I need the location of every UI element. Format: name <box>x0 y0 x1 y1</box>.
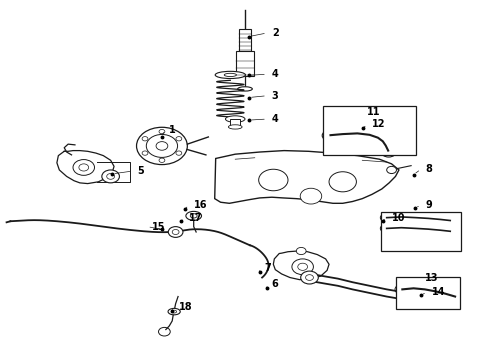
Ellipse shape <box>142 151 148 155</box>
Text: 13: 13 <box>425 273 439 283</box>
Text: 3: 3 <box>272 91 279 101</box>
Ellipse shape <box>387 166 396 174</box>
Text: 10: 10 <box>392 213 405 222</box>
Ellipse shape <box>107 174 115 179</box>
Ellipse shape <box>172 229 179 234</box>
Text: 5: 5 <box>138 166 144 176</box>
Ellipse shape <box>292 259 314 275</box>
Ellipse shape <box>296 247 306 255</box>
Ellipse shape <box>137 127 187 165</box>
Ellipse shape <box>380 214 391 222</box>
Text: 16: 16 <box>194 200 207 210</box>
Text: 4: 4 <box>272 114 279 124</box>
Bar <box>396 277 460 309</box>
Ellipse shape <box>142 136 148 141</box>
Ellipse shape <box>190 214 197 218</box>
Ellipse shape <box>448 229 453 233</box>
Bar <box>230 119 240 127</box>
Ellipse shape <box>301 271 318 284</box>
Ellipse shape <box>159 158 165 162</box>
Text: 6: 6 <box>272 279 279 289</box>
Ellipse shape <box>398 287 404 292</box>
Ellipse shape <box>228 125 242 129</box>
Ellipse shape <box>79 164 89 171</box>
Polygon shape <box>215 150 399 203</box>
Ellipse shape <box>306 275 314 280</box>
Ellipse shape <box>176 136 182 141</box>
Ellipse shape <box>168 309 180 315</box>
Ellipse shape <box>385 149 392 154</box>
Ellipse shape <box>225 116 245 122</box>
Text: 11: 11 <box>367 107 381 117</box>
Ellipse shape <box>444 227 456 235</box>
Ellipse shape <box>329 172 356 192</box>
Text: 4: 4 <box>272 69 279 79</box>
Ellipse shape <box>259 169 288 191</box>
Ellipse shape <box>383 226 388 230</box>
Text: 15: 15 <box>152 222 166 231</box>
Ellipse shape <box>172 310 176 313</box>
Bar <box>323 107 416 155</box>
Text: 2: 2 <box>272 28 279 38</box>
Ellipse shape <box>176 151 182 155</box>
Text: 17: 17 <box>189 213 202 222</box>
Text: 12: 12 <box>372 120 386 129</box>
Ellipse shape <box>147 134 177 157</box>
Ellipse shape <box>102 170 120 183</box>
Bar <box>239 30 251 51</box>
Ellipse shape <box>448 219 453 222</box>
Ellipse shape <box>425 295 432 300</box>
Ellipse shape <box>298 263 308 270</box>
Ellipse shape <box>395 285 408 294</box>
Ellipse shape <box>168 226 183 237</box>
Bar <box>381 212 462 251</box>
Ellipse shape <box>420 292 436 303</box>
Ellipse shape <box>186 211 201 220</box>
Ellipse shape <box>238 87 252 91</box>
Text: 8: 8 <box>426 164 433 174</box>
Polygon shape <box>273 251 329 280</box>
Ellipse shape <box>159 327 170 336</box>
Text: 7: 7 <box>265 263 271 273</box>
Text: 9: 9 <box>426 200 433 210</box>
Ellipse shape <box>322 131 336 140</box>
Text: 1: 1 <box>169 125 176 135</box>
Ellipse shape <box>156 141 168 150</box>
Ellipse shape <box>352 131 362 138</box>
Ellipse shape <box>326 133 332 138</box>
Ellipse shape <box>444 216 456 225</box>
Text: 14: 14 <box>432 287 445 297</box>
Ellipse shape <box>73 159 95 175</box>
Bar <box>236 51 254 76</box>
Ellipse shape <box>159 130 165 134</box>
Ellipse shape <box>300 188 322 204</box>
Ellipse shape <box>215 71 245 78</box>
Ellipse shape <box>224 73 237 77</box>
Text: 18: 18 <box>179 302 193 312</box>
Ellipse shape <box>381 145 396 157</box>
Ellipse shape <box>380 225 391 232</box>
Ellipse shape <box>383 216 388 220</box>
